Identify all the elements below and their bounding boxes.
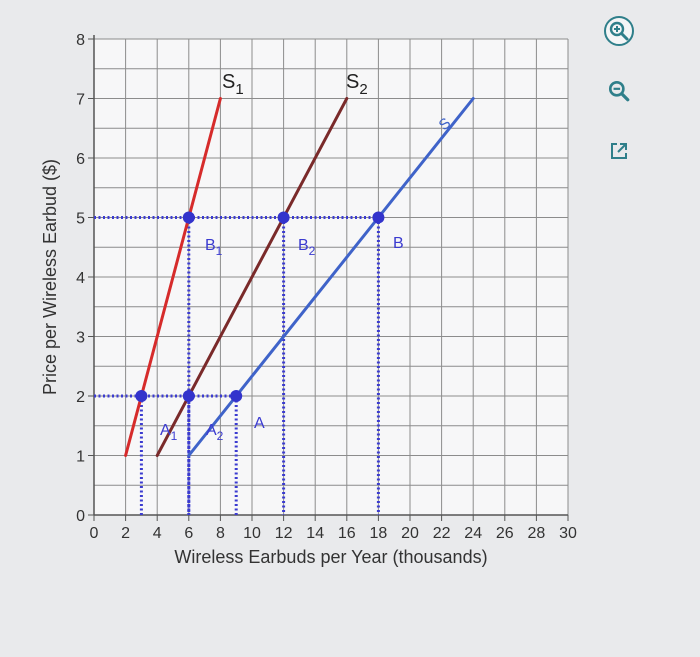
x-tick-label: 16 xyxy=(338,525,356,542)
zoom-out-icon xyxy=(608,80,630,102)
label-b: B xyxy=(393,235,404,252)
y-tick-label: 5 xyxy=(76,211,85,228)
x-tick-label: 20 xyxy=(401,525,419,542)
zoom-in-button[interactable] xyxy=(604,16,634,46)
y-axis-label: Price per Wireless Earbud ($) xyxy=(40,159,60,395)
point-a2 xyxy=(182,390,195,402)
x-tick-label: 10 xyxy=(243,525,261,542)
zoom-out-button[interactable] xyxy=(604,76,634,106)
x-tick-label: 2 xyxy=(121,525,130,542)
label-a2: A2 xyxy=(206,422,224,443)
label-s2: S2 xyxy=(346,71,368,98)
external-link-icon xyxy=(611,143,627,159)
x-tick-label: 24 xyxy=(464,525,482,542)
y-tick-label: 4 xyxy=(76,270,85,287)
y-tick-label: 1 xyxy=(76,449,85,466)
x-tick-label: 30 xyxy=(559,525,577,542)
point-b2 xyxy=(277,211,290,224)
x-tick-label: 22 xyxy=(433,525,451,542)
y-tick-label: 8 xyxy=(76,32,85,49)
x-tick-label: 18 xyxy=(370,525,388,542)
x-tick-label: 6 xyxy=(184,525,193,542)
x-tick-label: 8 xyxy=(216,525,225,542)
y-tick-label: 0 xyxy=(76,508,85,525)
x-tick-label: 0 xyxy=(90,525,99,542)
x-tick-label: 14 xyxy=(306,525,324,542)
y-tick-label: 7 xyxy=(76,92,85,109)
label-a: A xyxy=(254,415,265,432)
x-tick-label: 26 xyxy=(496,525,514,542)
label-s1: S1 xyxy=(222,71,244,98)
point-b1 xyxy=(182,211,195,224)
x-tick-label: 12 xyxy=(275,525,293,542)
x-tick-label: 28 xyxy=(528,525,546,542)
label-b1: B1 xyxy=(205,237,223,258)
y-tick-label: 3 xyxy=(76,330,85,347)
x-tick-label: 4 xyxy=(153,525,162,542)
label-a1: A1 xyxy=(160,422,178,443)
expand-button[interactable] xyxy=(604,136,634,166)
point-a xyxy=(230,390,243,402)
y-tick-label: 2 xyxy=(76,389,85,406)
point-b xyxy=(372,211,385,224)
zoom-in-icon xyxy=(609,21,629,41)
point-a1 xyxy=(135,390,148,402)
x-axis-label: Wireless Earbuds per Year (thousands) xyxy=(174,547,487,567)
label-b2: B2 xyxy=(298,237,316,258)
y-tick-label: 6 xyxy=(76,151,85,168)
